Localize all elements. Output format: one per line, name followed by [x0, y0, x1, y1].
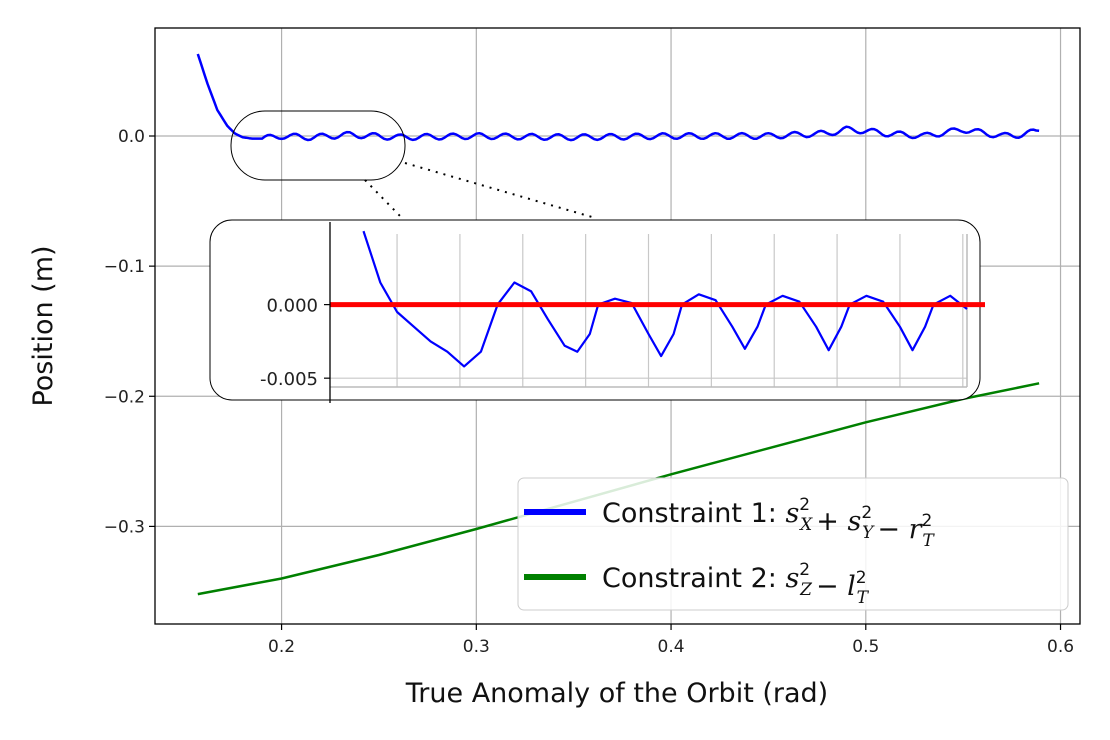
plot-frame [154, 27, 1081, 625]
y-tick-label: 0.0 [118, 127, 145, 147]
x-tick-label: 0.5 [852, 637, 879, 657]
inset-series-layer [330, 230, 985, 368]
inset-series-line [362, 230, 968, 368]
x-tick-label: 0.4 [658, 637, 685, 657]
y-tick-label: −0.3 [104, 517, 145, 537]
zoom-connector-right [404, 162, 593, 218]
y-tick-label: −0.1 [104, 257, 145, 277]
legend-label-constraint-2: Constraint 2: s2 Z − l2 T [602, 560, 870, 608]
series-line-constraint-1 [196, 53, 1040, 142]
x-tick-label: 0.2 [268, 637, 295, 657]
zoom-region-outline [230, 110, 406, 181]
inset-y-tick-label: -0.005 [260, 369, 318, 390]
x-axis-label: True Anomaly of the Orbit (rad) [405, 678, 828, 709]
inset-y-tick-label: 0.000 [266, 296, 318, 317]
legend: Constraint 1: s2 X + s2 Y − r2 T Constraint 2… [517, 477, 1069, 611]
x-tick-label: 0.6 [1047, 637, 1074, 657]
zoom-connector-left [364, 179, 401, 217]
x-tick-label: 0.3 [463, 637, 490, 657]
inset-background [209, 219, 981, 401]
zoom-indicator [230, 110, 593, 218]
y-axis-label: Position (m) [28, 245, 59, 406]
inset-ticks: 0.000 -0.005 [260, 296, 330, 390]
y-tick-label: −0.2 [104, 387, 145, 407]
legend-label-constraint-1: Constraint 1: s2 X + s2 Y − r2 T [602, 495, 935, 551]
inset-zoom: 0.000 -0.005 [209, 219, 985, 403]
ticks: 0.2 0.3 0.4 0.5 0.6 0.0 −0.1 −0.2 −0.3 [104, 127, 1074, 657]
legend-box [517, 477, 1069, 611]
